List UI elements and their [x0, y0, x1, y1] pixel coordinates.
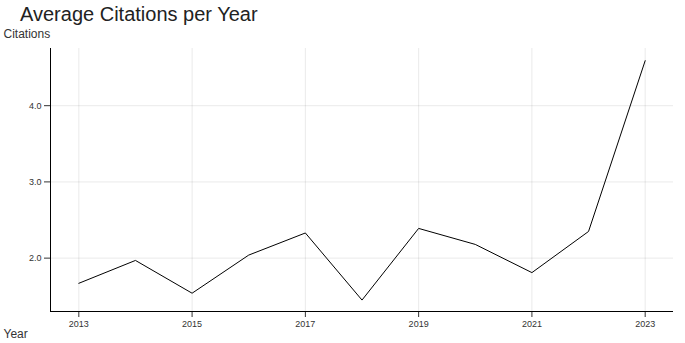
svg-text:2015: 2015 — [182, 319, 202, 329]
svg-text:3.0: 3.0 — [29, 177, 42, 187]
svg-text:2021: 2021 — [522, 319, 542, 329]
svg-text:4.0: 4.0 — [29, 101, 42, 111]
svg-text:2017: 2017 — [295, 319, 315, 329]
svg-text:Year: Year — [4, 327, 28, 341]
svg-text:2013: 2013 — [69, 319, 89, 329]
html-text:Average Citations per Year: Average Citations per Year — [20, 3, 258, 25]
svg-text:2.0: 2.0 — [29, 253, 42, 263]
svg-text:2019: 2019 — [409, 319, 429, 329]
svg-text:2023: 2023 — [635, 319, 655, 329]
svg-text:Citations: Citations — [4, 27, 51, 41]
